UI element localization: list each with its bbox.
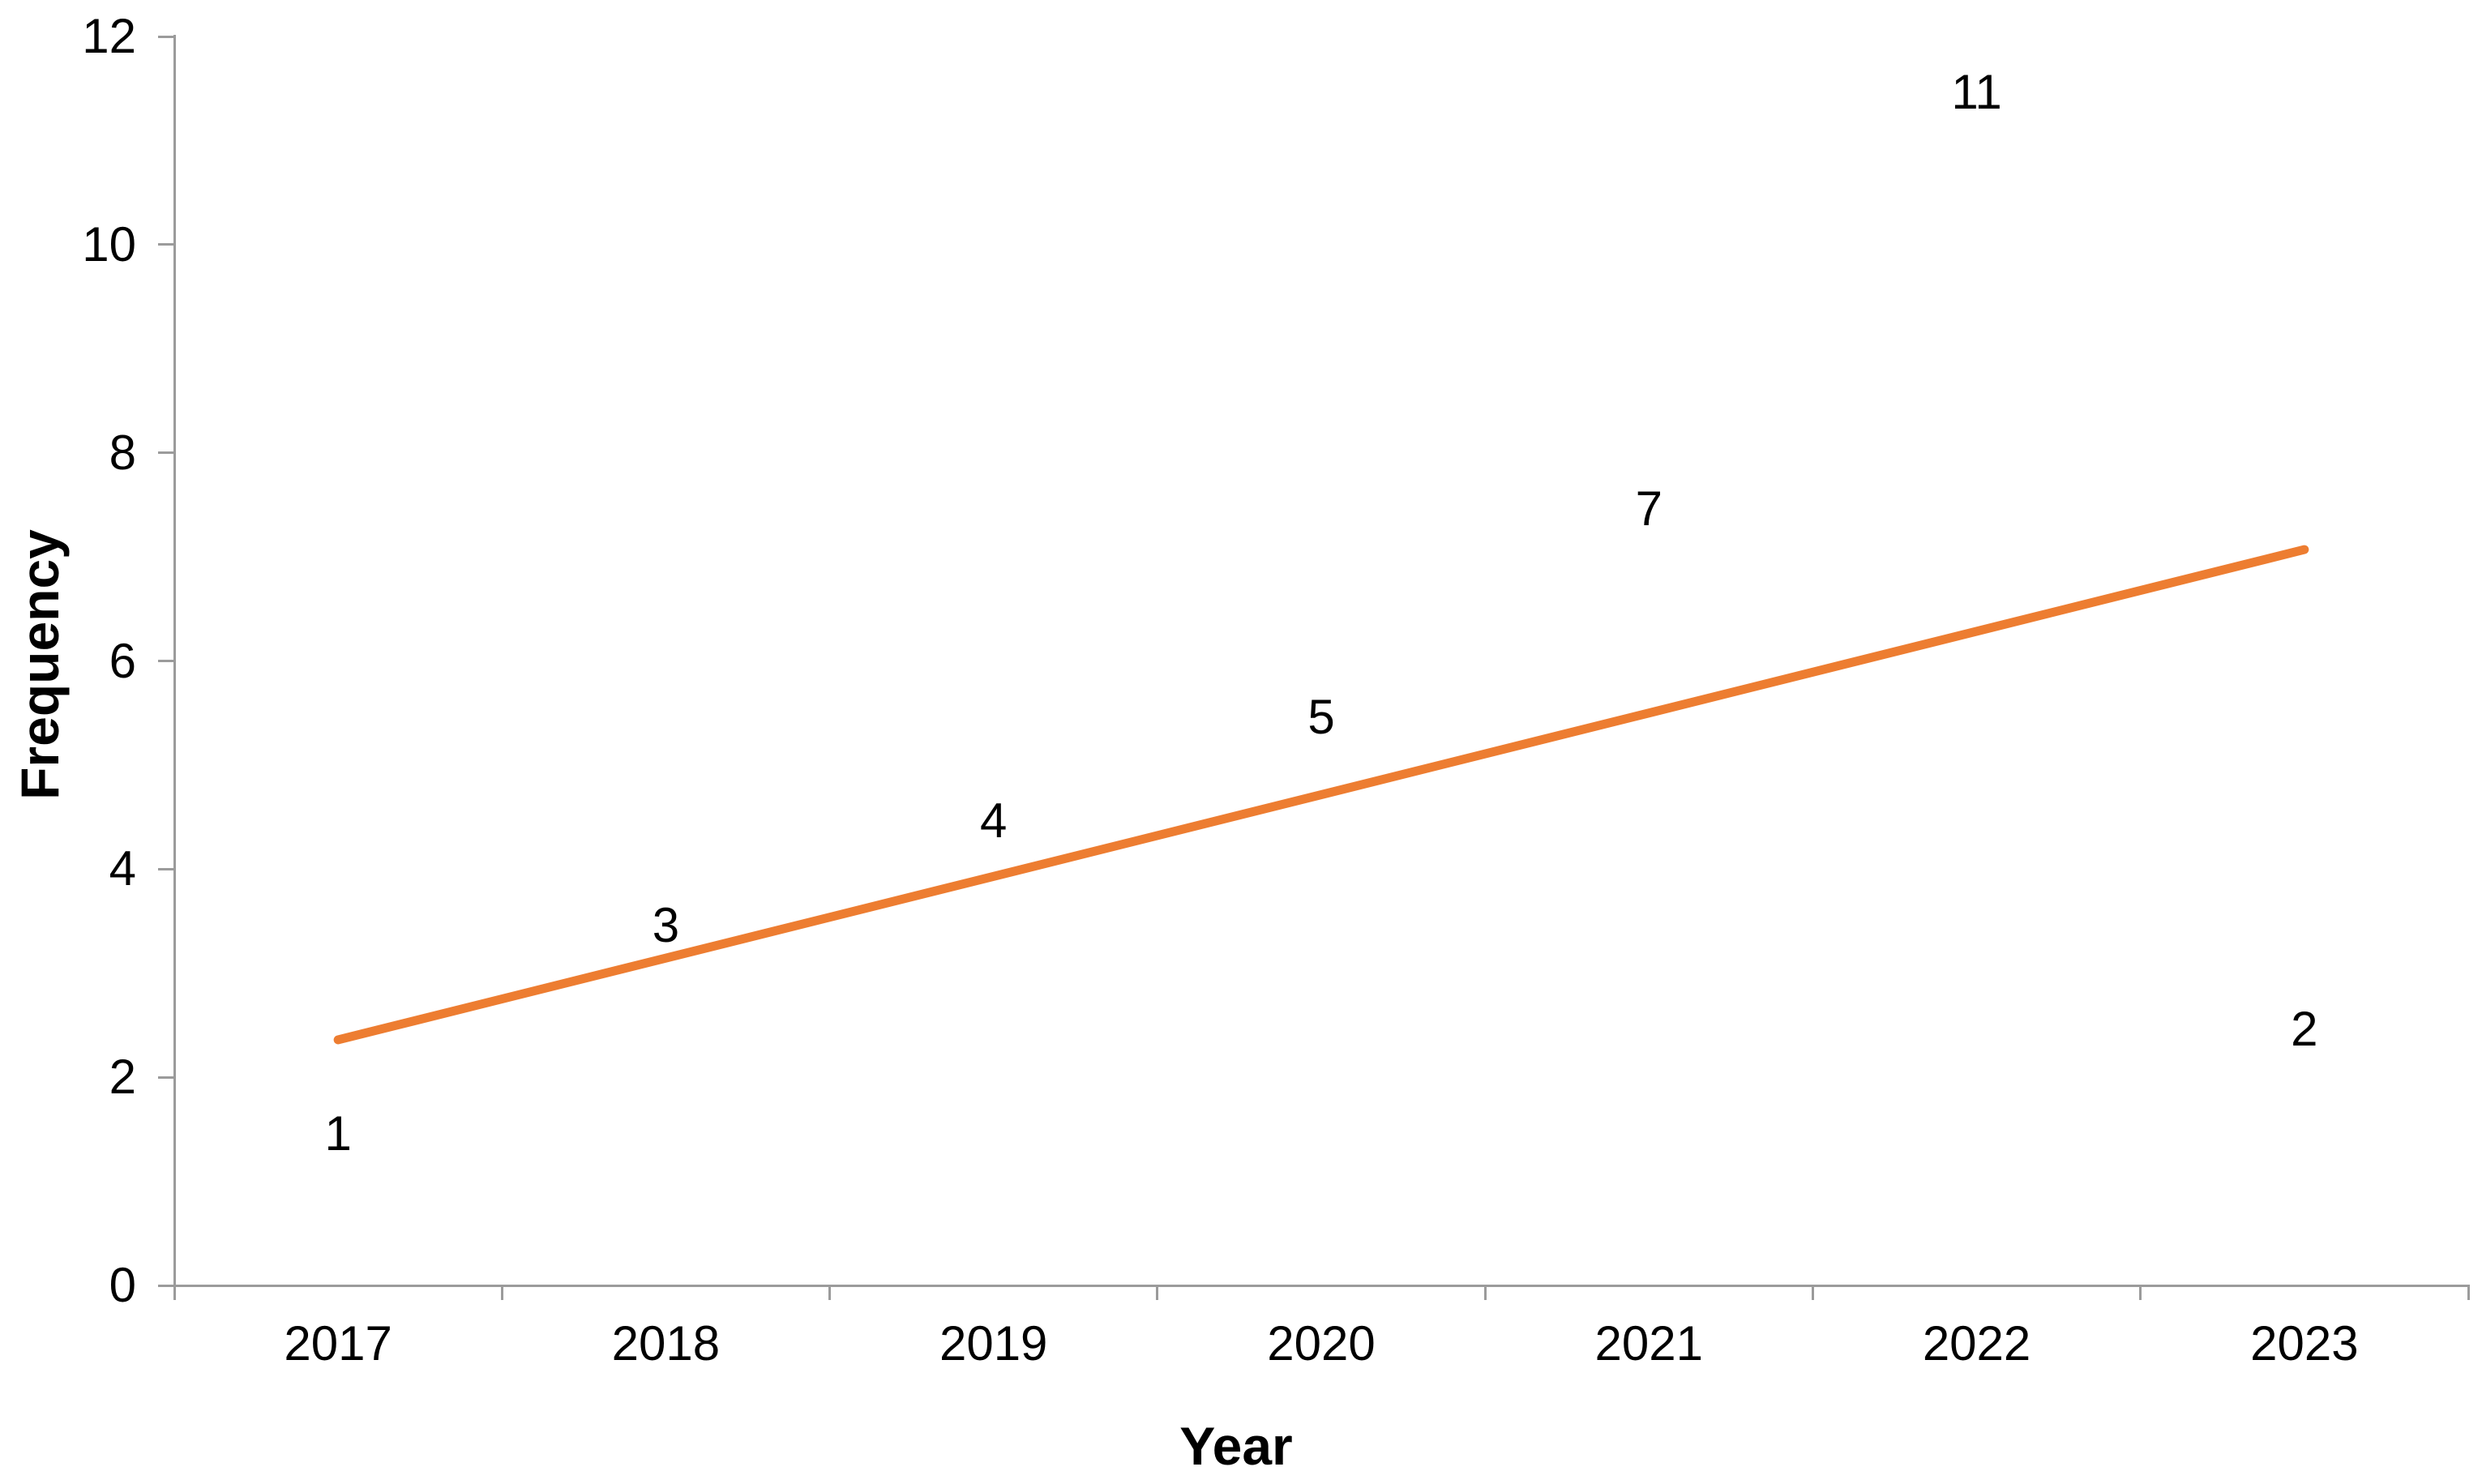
bar	[927, 869, 1060, 1285]
x-tick-mark	[1156, 1285, 1159, 1300]
y-axis-title: Frequency	[10, 529, 70, 800]
y-tick-mark	[158, 660, 174, 662]
bar-data-label: 11	[1951, 65, 2002, 120]
x-tick-mark	[828, 1285, 832, 1300]
x-tick-mark	[2139, 1285, 2142, 1300]
y-tick-label: 6	[109, 633, 136, 688]
x-tick-label: 2020	[1267, 1316, 1376, 1371]
x-tick-label: 2022	[1922, 1316, 2031, 1371]
y-tick-label: 2	[109, 1050, 136, 1105]
y-tick-label: 8	[109, 425, 136, 480]
bar-data-label: 5	[1307, 689, 1335, 744]
bar	[599, 973, 732, 1285]
bar-data-label: 2	[2291, 1002, 2318, 1057]
y-tick-mark	[158, 1076, 174, 1079]
x-tick-mark	[500, 1285, 503, 1300]
y-tick-mark	[158, 243, 174, 246]
y-axis-line	[173, 35, 176, 1300]
y-tick-label: 12	[82, 9, 136, 63]
y-tick-mark	[158, 1284, 174, 1287]
bar-data-label: 3	[652, 897, 680, 952]
y-tick-label: 10	[82, 216, 136, 272]
y-tick-mark	[158, 451, 174, 455]
x-tick-mark	[1811, 1285, 1814, 1300]
x-tick-label: 2023	[2250, 1316, 2359, 1371]
bar	[1582, 557, 1715, 1285]
x-axis-title: Year	[1179, 1416, 1293, 1476]
x-tick-label: 2019	[939, 1316, 1048, 1371]
x-tick-label: 2018	[611, 1316, 721, 1371]
bar	[1911, 140, 2043, 1285]
bar-data-label: 4	[980, 793, 1008, 849]
y-tick-label: 0	[109, 1258, 136, 1312]
y-tick-mark	[158, 35, 174, 38]
bar	[272, 1182, 404, 1285]
bar-data-label: 1	[324, 1106, 352, 1161]
x-tick-mark	[1483, 1285, 1487, 1300]
y-tick-mark	[158, 867, 174, 870]
y-tick-label: 4	[109, 841, 136, 896]
bar	[2238, 1077, 2371, 1285]
x-tick-mark	[2467, 1285, 2470, 1300]
x-tick-label: 2021	[1594, 1316, 1704, 1371]
bar-data-label: 7	[1635, 481, 1663, 537]
x-axis-line	[173, 1284, 2470, 1287]
x-tick-label: 2017	[284, 1316, 392, 1371]
bar	[1255, 765, 1388, 1285]
